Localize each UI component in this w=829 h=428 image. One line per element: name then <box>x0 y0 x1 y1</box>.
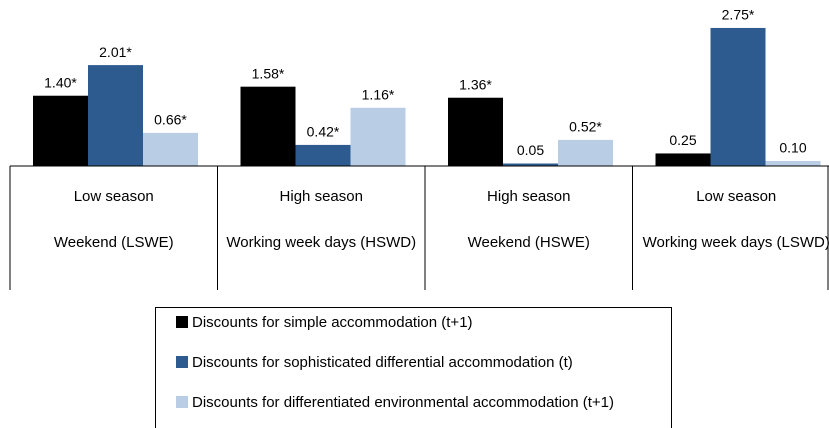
category-label: Working week days (HSWD) <box>226 234 417 251</box>
category-label: Weekend (LSWE) <box>53 234 174 251</box>
legend-label: Discounts for differentiated environment… <box>192 394 615 411</box>
bar <box>295 144 351 166</box>
legend-swatch <box>176 396 188 408</box>
bar <box>240 86 296 166</box>
value-label: 1.16* <box>362 86 395 102</box>
bar <box>655 153 711 166</box>
bar <box>558 139 613 166</box>
value-label: 0.66* <box>154 112 187 128</box>
legend-item: Discounts for sophisticated differential… <box>176 354 573 371</box>
bar <box>350 107 406 166</box>
category-label: High season <box>279 188 363 205</box>
category-label: Low season <box>73 188 154 205</box>
category-label: Low season <box>696 188 777 205</box>
value-label: 0.10 <box>779 140 806 156</box>
value-label: 1.40* <box>44 74 77 90</box>
bar <box>765 160 821 166</box>
legend-label: Discounts for simple accommodation (t+1) <box>192 314 473 331</box>
category-label: High season <box>487 188 571 205</box>
plot: 1.40* 1.58* 1.36* 0.25 2.01* 0.42* 0.05 2.75* 0.… <box>9 7 829 290</box>
legend-item: Discounts for differentiated environment… <box>176 394 614 411</box>
value-label: 1.36* <box>459 76 492 92</box>
value-label: 0.42* <box>307 124 340 140</box>
value-label: 2.01* <box>99 44 132 60</box>
legend-item: Discounts for simple accommodation (t+1) <box>176 314 473 331</box>
legend: Discounts for simple accommodation (t+1)… <box>155 307 672 428</box>
bar <box>33 95 88 166</box>
legend-swatch <box>176 316 188 328</box>
bar <box>710 27 766 167</box>
value-label: 0.25 <box>669 132 696 148</box>
bar <box>143 132 198 166</box>
value-label: 1.58* <box>252 65 285 81</box>
bar <box>448 97 503 166</box>
value-label: 0.05 <box>517 142 544 158</box>
category-label: Weekend (HSWE) <box>467 234 590 251</box>
value-label: 2.75* <box>722 7 755 23</box>
value-label: 0.52* <box>569 119 602 135</box>
bar <box>503 163 558 166</box>
legend-swatch <box>176 356 188 368</box>
category-label: Working week days (LSWD) <box>642 234 829 251</box>
legend-label: Discounts for sophisticated differential… <box>192 354 573 371</box>
bar <box>88 65 143 166</box>
